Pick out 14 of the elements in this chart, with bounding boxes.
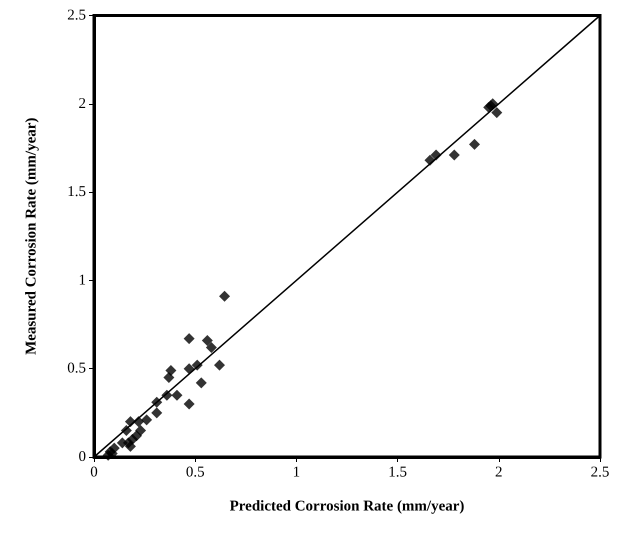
x-axis-title: Predicted Corrosion Rate (mm/year) — [230, 498, 464, 514]
y-tick-label: 2 — [78, 96, 86, 112]
x-tick-label: 1 — [292, 464, 300, 480]
x-tick-label: 0 — [90, 464, 98, 480]
y-tick-label: 2.5 — [67, 8, 86, 24]
y-axis-title: Measured Corrosion Rate (mm/year) — [24, 118, 40, 355]
x-tick-label: 2.5 — [590, 464, 610, 480]
x-tick-label: 2 — [495, 464, 503, 480]
x-tick-label: 0.5 — [186, 464, 205, 480]
x-tick-label: 1.5 — [388, 464, 407, 480]
y-tick-label: 1 — [78, 272, 86, 288]
y-tick-label: 1.5 — [67, 184, 86, 200]
y-tick-label: 0.5 — [67, 360, 86, 377]
y-tick-label: 0 — [78, 449, 86, 465]
